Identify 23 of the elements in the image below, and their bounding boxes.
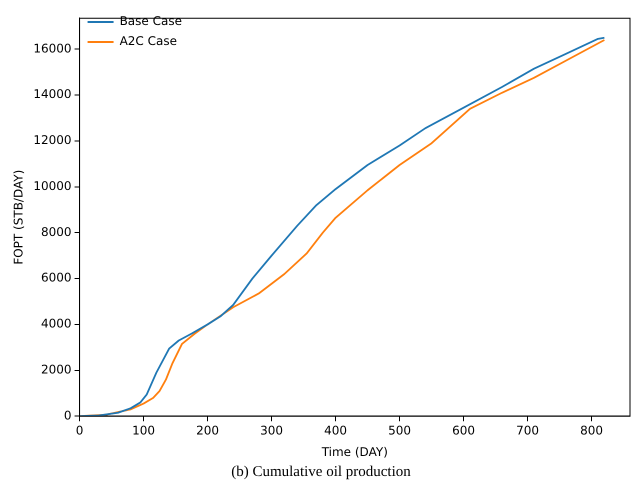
x-tick-label: 400 [324, 424, 348, 438]
x-tick-label: 100 [132, 424, 156, 438]
y-tick-label: 10000 [33, 178, 72, 193]
y-tick-label: 4000 [41, 316, 72, 331]
y-tick-label: 0 [64, 408, 72, 422]
x-tick-label: 200 [196, 424, 220, 438]
y-axis-title: FOPT (STB/DAY) [11, 170, 26, 265]
legend-label: Base Case [120, 14, 182, 28]
x-tick-label: 300 [260, 424, 284, 438]
x-tick-label: 700 [516, 424, 540, 438]
x-tick-label: 800 [580, 424, 604, 438]
x-tick-label: 0 [76, 424, 84, 438]
y-tick-label: 8000 [41, 224, 72, 239]
y-tick-label: 6000 [41, 270, 72, 285]
x-tick-label: 600 [452, 424, 476, 438]
y-tick-label: 12000 [33, 133, 72, 148]
y-tick-label: 2000 [41, 362, 72, 376]
legend-label: A2C Case [120, 34, 177, 48]
text: (b) Cumulative oil production [230, 464, 412, 481]
x-axis-title: Time (DAY) [320, 444, 388, 459]
x-tick-label: 500 [388, 424, 412, 438]
y-tick-label: 16000 [33, 41, 72, 56]
y-tick-label: 14000 [33, 87, 72, 102]
